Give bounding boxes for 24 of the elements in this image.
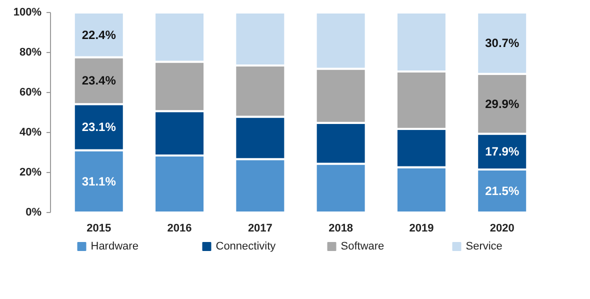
legend-label: Software — [340, 240, 384, 252]
data-label: 29.9% — [485, 96, 520, 111]
data-label: 17.9% — [485, 144, 520, 159]
data-label: 21.5% — [485, 184, 520, 198]
y-tick-label: 0% — [26, 206, 42, 218]
x-tick-label: 2017 — [248, 222, 272, 234]
legend-label: Hardware — [90, 240, 138, 252]
data-label: 30.7% — [485, 36, 520, 50]
y-tick-label: 20% — [19, 166, 42, 178]
data-label: 31.1% — [82, 174, 116, 188]
x-tick-label: 2018 — [328, 222, 354, 234]
legend-label: Connectivity — [216, 240, 276, 252]
y-tick-label: 100% — [13, 6, 42, 18]
y-tick-label: 40% — [19, 126, 42, 138]
y-tick-label: 60% — [19, 86, 42, 98]
data-label: 23.1% — [82, 120, 116, 134]
x-tick-label: 2019 — [409, 222, 434, 234]
data-label: 22.4% — [82, 28, 116, 42]
data-label: 23.4% — [82, 74, 116, 88]
x-tick-label: 2016 — [167, 222, 192, 234]
y-tick-label: 80% — [19, 46, 42, 58]
legend-label: Service — [466, 240, 502, 252]
x-tick-label: 2015 — [86, 222, 112, 234]
x-tick-label: 2020 — [490, 222, 514, 234]
